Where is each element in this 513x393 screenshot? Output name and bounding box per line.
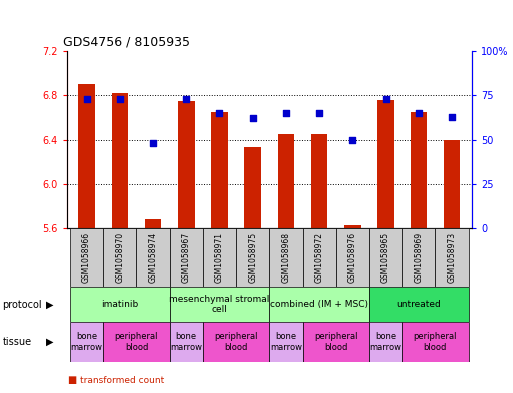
- Bar: [211, 112, 228, 228]
- Text: transformed count: transformed count: [80, 376, 164, 385]
- Text: peripheral
blood: peripheral blood: [214, 332, 258, 352]
- Bar: [269, 228, 303, 287]
- Bar: [136, 228, 170, 287]
- Bar: [236, 228, 269, 287]
- Bar: [170, 287, 269, 322]
- Text: GSM1058970: GSM1058970: [115, 232, 124, 283]
- Point: [83, 95, 91, 102]
- Bar: [402, 228, 436, 287]
- Bar: [436, 228, 469, 287]
- Text: ▶: ▶: [46, 299, 54, 310]
- Bar: [203, 322, 269, 362]
- Point: [249, 115, 257, 121]
- Text: peripheral
blood: peripheral blood: [314, 332, 358, 352]
- Bar: [444, 140, 460, 228]
- Text: GSM1058967: GSM1058967: [182, 232, 191, 283]
- Text: GSM1058965: GSM1058965: [381, 232, 390, 283]
- Point: [149, 140, 157, 146]
- Bar: [336, 228, 369, 287]
- Text: GSM1058975: GSM1058975: [248, 232, 257, 283]
- Bar: [170, 228, 203, 287]
- Bar: [70, 322, 103, 362]
- Bar: [402, 322, 469, 362]
- Bar: [344, 225, 361, 228]
- Text: GSM1058973: GSM1058973: [447, 232, 457, 283]
- Text: GSM1058966: GSM1058966: [82, 232, 91, 283]
- Bar: [303, 322, 369, 362]
- Bar: [170, 322, 203, 362]
- Bar: [203, 228, 236, 287]
- Bar: [178, 101, 194, 228]
- Point: [282, 110, 290, 116]
- Text: GSM1058969: GSM1058969: [415, 232, 423, 283]
- Bar: [278, 134, 294, 228]
- Bar: [303, 228, 336, 287]
- Text: peripheral
blood: peripheral blood: [413, 332, 457, 352]
- Point: [315, 110, 323, 116]
- Bar: [269, 287, 369, 322]
- Point: [382, 95, 390, 102]
- Bar: [269, 322, 303, 362]
- Text: GDS4756 / 8105935: GDS4756 / 8105935: [63, 35, 190, 48]
- Point: [182, 95, 190, 102]
- Text: ■: ■: [67, 375, 76, 385]
- Bar: [369, 322, 402, 362]
- Bar: [311, 134, 327, 228]
- Text: GSM1058968: GSM1058968: [282, 232, 290, 283]
- Point: [215, 110, 224, 116]
- Text: mesenchymal stromal
cell: mesenchymal stromal cell: [169, 295, 270, 314]
- Bar: [377, 100, 394, 228]
- Point: [415, 110, 423, 116]
- Text: GSM1058971: GSM1058971: [215, 232, 224, 283]
- Text: bone
marrow: bone marrow: [369, 332, 402, 352]
- Text: combined (IM + MSC): combined (IM + MSC): [270, 300, 368, 309]
- Bar: [145, 219, 162, 228]
- Text: GSM1058972: GSM1058972: [314, 232, 324, 283]
- Text: GSM1058976: GSM1058976: [348, 232, 357, 283]
- Bar: [244, 147, 261, 228]
- Text: imatinib: imatinib: [101, 300, 139, 309]
- Bar: [369, 287, 469, 322]
- Text: ▶: ▶: [46, 337, 54, 347]
- Bar: [70, 228, 103, 287]
- Text: untreated: untreated: [397, 300, 441, 309]
- Bar: [410, 112, 427, 228]
- Text: tissue: tissue: [3, 337, 32, 347]
- Text: bone
marrow: bone marrow: [170, 332, 202, 352]
- Text: peripheral
blood: peripheral blood: [115, 332, 158, 352]
- Bar: [70, 287, 170, 322]
- Bar: [369, 228, 402, 287]
- Point: [348, 136, 357, 143]
- Text: protocol: protocol: [3, 299, 42, 310]
- Text: GSM1058974: GSM1058974: [149, 232, 157, 283]
- Text: bone
marrow: bone marrow: [71, 332, 103, 352]
- Bar: [103, 228, 136, 287]
- Bar: [103, 322, 170, 362]
- Bar: [78, 84, 95, 228]
- Bar: [111, 93, 128, 228]
- Point: [448, 113, 456, 119]
- Point: [116, 95, 124, 102]
- Text: bone
marrow: bone marrow: [270, 332, 302, 352]
